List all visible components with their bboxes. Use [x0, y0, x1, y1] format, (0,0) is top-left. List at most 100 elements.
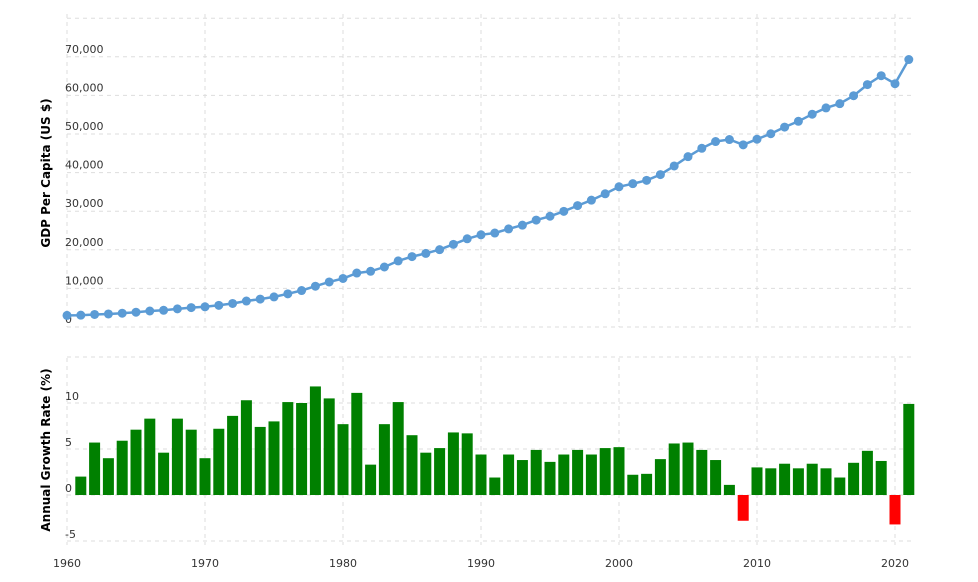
growth-bar	[668, 443, 680, 495]
top-y-tick-label: 30,000	[65, 197, 104, 210]
gdp-point	[490, 228, 500, 238]
growth-bar	[213, 428, 225, 495]
growth-bar	[116, 440, 128, 495]
growth-bar	[337, 424, 349, 495]
top-y-tick-label: 40,000	[65, 159, 104, 172]
gdp-point	[448, 239, 458, 249]
gdp-point	[614, 182, 624, 192]
bottom-y-tick-label: 5	[65, 436, 72, 449]
gdp-point	[283, 289, 293, 299]
gdp-point	[504, 224, 514, 234]
growth-bar	[102, 458, 114, 495]
gdp-point	[117, 308, 127, 318]
gdp-point	[835, 99, 845, 109]
growth-bar	[530, 449, 542, 495]
growth-bar	[889, 495, 901, 525]
gdp-point	[573, 201, 583, 211]
gdp-point	[228, 298, 238, 308]
growth-bars	[75, 386, 915, 525]
growth-bar	[130, 429, 142, 495]
gdp-point	[904, 55, 914, 65]
growth-bar	[158, 452, 170, 495]
growth-bar	[641, 473, 653, 495]
growth-bar	[737, 495, 749, 521]
gdp-point	[780, 122, 790, 132]
growth-bar	[875, 460, 887, 495]
x-tick-label: 1960	[53, 557, 81, 570]
growth-bar	[323, 398, 335, 495]
top-y-tick-label: 20,000	[65, 236, 104, 249]
top-y-axis-title: GDP Per Capita (US $)	[39, 98, 53, 247]
growth-bar	[544, 461, 556, 495]
gdp-point	[849, 91, 859, 101]
growth-bar	[723, 484, 735, 495]
gdp-point	[545, 211, 555, 221]
gdp-point	[476, 230, 486, 240]
x-tick-label: 2000	[605, 557, 633, 570]
growth-bar	[861, 450, 873, 495]
growth-bar	[654, 459, 666, 495]
growth-bar	[503, 454, 515, 495]
gdp-point	[310, 281, 320, 291]
growth-bar	[75, 476, 87, 495]
gdp-point	[724, 135, 734, 145]
growth-bar	[296, 403, 308, 495]
gdp-point	[821, 103, 831, 113]
growth-bar	[558, 454, 570, 495]
gdp-point	[697, 143, 707, 153]
top-y-tick-label: 50,000	[65, 120, 104, 133]
growth-bar	[144, 418, 156, 495]
growth-bar	[199, 458, 211, 495]
gdp-point	[421, 248, 431, 258]
growth-bar	[406, 435, 418, 495]
growth-bar	[765, 468, 777, 495]
gdp-point	[76, 310, 86, 320]
gdp-point	[159, 305, 169, 315]
growth-bar	[682, 442, 694, 495]
x-tick-label: 2010	[743, 557, 771, 570]
growth-bar	[806, 463, 818, 495]
gdp-point	[214, 300, 224, 310]
growth-bar	[254, 426, 266, 495]
gdp-point	[669, 161, 679, 171]
growth-bar	[792, 468, 804, 495]
gdp-point	[324, 277, 334, 287]
gdp-point	[738, 140, 748, 150]
growth-bar	[351, 392, 363, 495]
growth-bar	[710, 460, 722, 495]
gdp-point	[642, 175, 652, 185]
gdp-point	[435, 245, 445, 255]
x-tick-label: 1990	[467, 557, 495, 570]
growth-bar	[903, 403, 915, 495]
gdp-point	[352, 268, 362, 278]
growth-bar	[627, 474, 639, 495]
gdp-point	[338, 273, 348, 283]
growth-bar	[89, 442, 101, 495]
growth-bar	[378, 424, 390, 495]
growth-bar	[420, 452, 432, 495]
gdp-point	[600, 189, 610, 199]
gdp-point	[103, 309, 113, 319]
growth-bar	[185, 429, 197, 495]
growth-bar	[696, 449, 708, 495]
gdp-point	[711, 137, 721, 147]
x-axis-ticks: 1960 1970 1980 1990 2000 2010 2020	[53, 557, 909, 570]
gdp-point	[890, 79, 900, 89]
growth-bar	[171, 418, 183, 495]
growth-bar	[585, 454, 597, 495]
growth-bar	[751, 467, 763, 495]
gdp-point	[269, 292, 279, 302]
growth-bar	[613, 447, 625, 495]
gdp-point	[462, 234, 472, 244]
growth-bar	[282, 402, 294, 495]
gdp-point	[793, 116, 803, 126]
x-tick-label: 2020	[881, 557, 909, 570]
growth-bar	[599, 448, 611, 495]
gdp-point	[366, 266, 376, 276]
gdp-point	[586, 195, 596, 205]
gdp-point	[628, 179, 638, 189]
growth-bar	[779, 463, 791, 495]
growth-bar	[848, 462, 860, 495]
